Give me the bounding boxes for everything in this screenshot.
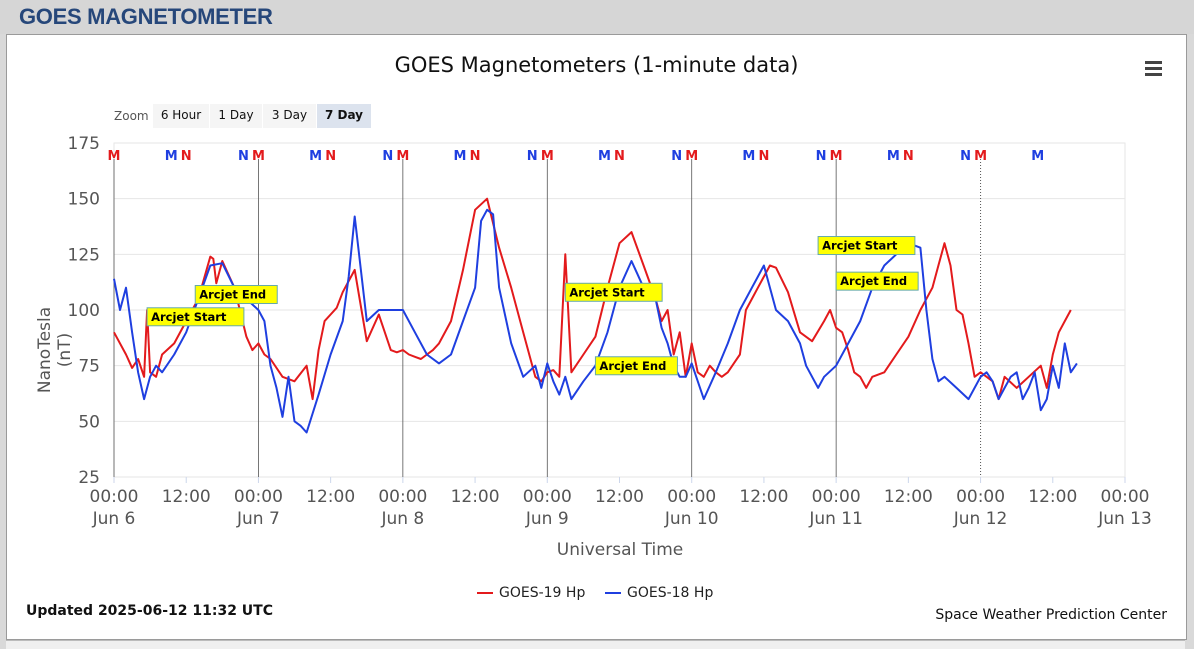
- legend-label-goes18: GOES-18 Hp: [627, 585, 714, 601]
- orbit-marker-m: M: [165, 149, 178, 164]
- x-tick-date-label: Jun 13: [1097, 509, 1152, 529]
- x-tick-date-label: Jun 11: [808, 509, 863, 529]
- orbit-marker-m: M: [887, 149, 900, 164]
- orbit-marker-m: M: [454, 149, 467, 164]
- annotation-label: Arcjet Start: [822, 239, 898, 253]
- orbit-marker-m: M: [742, 149, 755, 164]
- annotation-box: [564, 282, 663, 302]
- x-tick-label: 12:00: [595, 487, 644, 507]
- orbit-marker-n: N: [527, 149, 538, 164]
- x-tick-label: 12:00: [884, 487, 933, 507]
- annotation-label: Arcjet Start: [569, 285, 645, 299]
- zoom-1-day-button[interactable]: 1 Day: [210, 104, 262, 128]
- bottom-strip: [6, 640, 1185, 649]
- orbit-marker-n: N: [614, 149, 625, 164]
- x-tick-label: 00:00: [956, 487, 1005, 507]
- annotation-box: [817, 236, 916, 256]
- x-tick-label: 00:00: [378, 487, 427, 507]
- orbit-marker-m: M: [830, 149, 843, 164]
- orbit-marker-m: M: [252, 149, 265, 164]
- x-tick-date-label: Jun 12: [953, 509, 1008, 529]
- x-tick-label: 00:00: [812, 487, 861, 507]
- annotation-group: Arcjet Start: [564, 282, 663, 302]
- annotation-group: Arcjet End: [194, 285, 278, 305]
- zoom-7-day-button[interactable]: 7 Day: [317, 104, 371, 128]
- orbit-marker-n: N: [181, 149, 192, 164]
- hamburger-menu-icon[interactable]: [1145, 61, 1163, 77]
- page-title: GOES MAGNETOMETER: [19, 4, 273, 29]
- orbit-marker-m: M: [598, 149, 611, 164]
- orbit-marker-m: M: [396, 149, 409, 164]
- x-tick-label: 00:00: [234, 487, 283, 507]
- annotation-group: Arcjet End: [594, 356, 678, 376]
- x-tick-date-label: Jun 7: [236, 509, 280, 529]
- orbit-marker-n: N: [671, 149, 682, 164]
- x-tick-label: 12:00: [1028, 487, 1077, 507]
- legend-swatch-goes18: [605, 592, 621, 594]
- legend-item-goes18[interactable]: GOES-18 Hp: [605, 585, 713, 601]
- legend-swatch-goes19: [477, 592, 493, 594]
- annotation-box: [194, 285, 278, 305]
- orbit-marker-n: N: [382, 149, 393, 164]
- y-tick-label: 150: [68, 190, 100, 210]
- orbit-marker-m: M: [974, 149, 987, 164]
- annotation-group: Arcjet Start: [146, 307, 245, 327]
- annotation-label: Arcjet End: [599, 359, 666, 373]
- x-tick-label: 12:00: [451, 487, 500, 507]
- x-tick-date-label: Jun 6: [92, 509, 136, 529]
- x-tick-label: 00:00: [90, 487, 139, 507]
- orbit-marker-m: M: [685, 149, 698, 164]
- chart-title: GOES Magnetometers (1-minute data): [394, 53, 799, 77]
- orbit-marker-m: M: [309, 149, 322, 164]
- annotation-label: Arcjet End: [840, 274, 907, 288]
- x-tick-label: 12:00: [739, 487, 788, 507]
- orbit-marker-n: N: [758, 149, 769, 164]
- zoom-6-hour-button[interactable]: 6 Hour: [153, 104, 209, 128]
- updated-timestamp: Updated 2025-06-12 11:32 UTC: [26, 603, 273, 619]
- y-tick-label: 100: [68, 301, 100, 321]
- orbit-marker-n: N: [470, 149, 481, 164]
- page-header: GOES MAGNETOMETER: [0, 0, 1194, 34]
- x-tick-label: 00:00: [1101, 487, 1150, 507]
- y-tick-label: 25: [78, 468, 100, 488]
- orbit-marker-n: N: [903, 149, 914, 164]
- zoom-3-day-button[interactable]: 3 Day: [263, 104, 316, 128]
- y-tick-label: 75: [78, 357, 100, 377]
- annotation-label: Arcjet Start: [151, 310, 227, 324]
- series-line-goes18: [113, 208, 1078, 434]
- orbit-marker-m: M: [108, 149, 121, 164]
- y-tick-label: 175: [68, 134, 100, 154]
- zoom-label: Zoom: [114, 109, 149, 123]
- x-tick-date-label: Jun 8: [380, 509, 424, 529]
- legend-item-goes19[interactable]: GOES-19 Hp: [477, 585, 585, 601]
- x-tick-date-label: Jun 9: [525, 509, 569, 529]
- orbit-marker-n: N: [238, 149, 249, 164]
- annotation-label: Arcjet End: [199, 288, 266, 302]
- x-axis-title: Universal Time: [556, 540, 684, 560]
- x-tick-date-label: Jun 10: [664, 509, 719, 529]
- orbit-marker-n: N: [960, 149, 971, 164]
- orbit-marker-n: N: [325, 149, 336, 164]
- annotation-box: [594, 356, 678, 376]
- orbit-marker-m: M: [1031, 149, 1044, 164]
- x-tick-label: 12:00: [306, 487, 355, 507]
- x-tick-label: 00:00: [667, 487, 716, 507]
- y-tick-label: 125: [68, 245, 100, 265]
- annotation-box: [146, 307, 245, 327]
- chart-panel: GOES Magnetometers (1-minute data) Zoom …: [6, 34, 1187, 640]
- legend-label-goes19: GOES-19 Hp: [499, 585, 586, 601]
- y-tick-label: 50: [78, 412, 100, 432]
- annotation-group: Arcjet Start: [817, 236, 916, 256]
- annotation-box: [835, 271, 919, 291]
- legend: GOES-19 Hp GOES-18 Hp: [7, 585, 1186, 605]
- orbit-marker-n: N: [816, 149, 827, 164]
- x-tick-label: 12:00: [162, 487, 211, 507]
- orbit-marker-m: M: [541, 149, 554, 164]
- annotation-group: Arcjet End: [835, 271, 919, 291]
- series-line-goes19: [113, 197, 1072, 401]
- x-tick-label: 00:00: [523, 487, 572, 507]
- credit-text: Space Weather Prediction Center: [935, 607, 1167, 623]
